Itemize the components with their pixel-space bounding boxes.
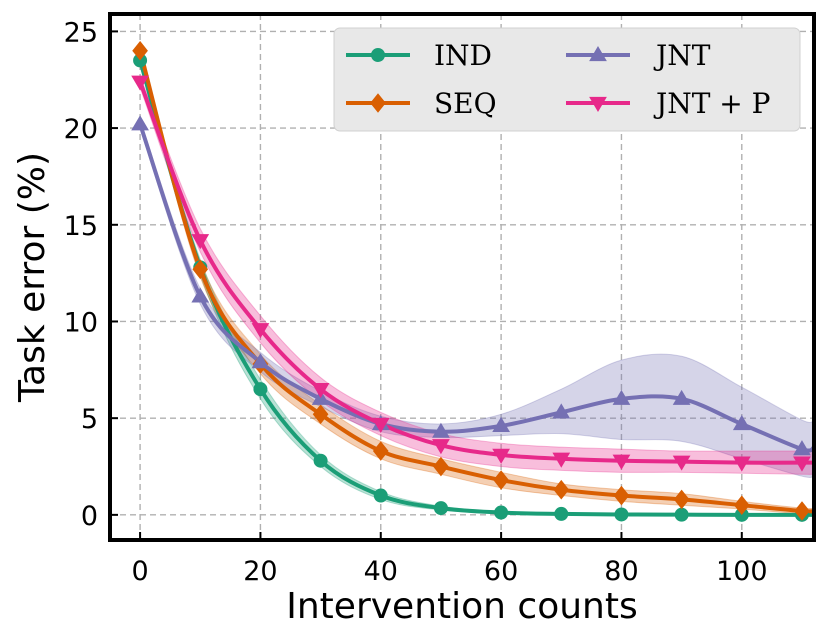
- line-seq: [138, 50, 815, 514]
- y-tick-label: 5: [81, 404, 98, 435]
- legend-marker-shape-jnt: [589, 46, 607, 62]
- legend-marker-jnt: [589, 46, 607, 62]
- legend-label-jnt: JNT: [653, 39, 711, 72]
- legend-marker-shape-ind: [371, 48, 385, 62]
- legend-marker-shape-seq: [370, 93, 386, 113]
- marker-jnt: [251, 353, 270, 369]
- marker-jnt-p: [612, 454, 631, 470]
- marker-seq: [493, 470, 509, 490]
- marker-jnt-p: [793, 456, 811, 472]
- marker-jnt-p: [492, 448, 510, 464]
- legend-label-ind: IND: [434, 39, 492, 72]
- line-ind: [138, 59, 814, 517]
- legend-marker-shape-jnt-p: [589, 96, 607, 112]
- marker-ind: [554, 506, 569, 521]
- marker-seq: [132, 40, 148, 61]
- marker-jnt-p: [131, 75, 149, 91]
- axis-ticks: 0 20 40 60 80 100 0 5 10 15 20 25: [64, 17, 768, 587]
- y-tick-label: 10: [64, 307, 98, 338]
- marker-jnt: [672, 389, 691, 405]
- marker-jnt: [552, 403, 571, 419]
- y-axis-title: Task error (%): [12, 152, 53, 403]
- marker-seq: [673, 489, 690, 510]
- marker-seq: [433, 456, 449, 477]
- x-tick-label: 40: [364, 556, 398, 587]
- x-tick-label: 0: [131, 556, 148, 587]
- legend-marker-jnt-p: [589, 96, 607, 112]
- y-tick-label: 25: [64, 17, 98, 48]
- legend-marker-seq: [370, 93, 386, 113]
- marker-jnt-p: [251, 323, 270, 339]
- y-tick-label: 20: [64, 114, 98, 145]
- marker-seq: [553, 479, 570, 500]
- marker-jnt-p: [191, 234, 210, 250]
- legend: IND SEQ JNT JNT + P: [333, 27, 801, 132]
- x-tick-label: 60: [484, 556, 518, 587]
- legend-marker-ind: [371, 48, 385, 62]
- marker-seq: [372, 441, 389, 461]
- marker-jnt-p: [672, 455, 691, 471]
- marker-jnt: [432, 422, 450, 438]
- marker-jnt: [492, 416, 510, 433]
- marker-ind: [313, 453, 328, 468]
- marker-jnt: [793, 440, 811, 456]
- marker-ind: [674, 507, 689, 522]
- legend-box: [333, 27, 801, 132]
- legend-entry-jnt: JNT: [566, 39, 711, 72]
- line-jnt-p: [138, 80, 814, 465]
- x-tick-label: 20: [243, 556, 277, 587]
- series-markers: [131, 40, 811, 522]
- marker-ind: [614, 507, 629, 522]
- marker-jnt-p: [371, 417, 390, 433]
- x-axis-title: Intervention counts: [286, 586, 638, 627]
- marker-jnt: [191, 287, 210, 303]
- marker-jnt-p: [732, 456, 751, 472]
- legend-entry-seq: SEQ: [346, 87, 497, 120]
- marker-jnt: [131, 115, 149, 131]
- legend-entry-jnt-p: JNT + P: [566, 87, 771, 120]
- marker-ind: [373, 488, 388, 503]
- marker-seq: [312, 404, 329, 425]
- marker-ind: [494, 505, 509, 520]
- marker-ind: [253, 382, 268, 397]
- marker-jnt: [732, 414, 751, 431]
- marker-jnt-p: [552, 452, 571, 468]
- y-tick-label: 0: [81, 501, 98, 532]
- y-tick-label: 15: [64, 211, 98, 242]
- plot-frame: [108, 12, 816, 542]
- marker-seq: [613, 485, 630, 506]
- marker-jnt: [612, 389, 631, 405]
- legend-entry-ind: IND: [346, 39, 492, 72]
- legend-label-jnt-p: JNT + P: [653, 87, 771, 120]
- marker-jnt-p: [311, 383, 330, 399]
- x-tick-label: 100: [716, 556, 768, 587]
- marker-seq: [733, 495, 750, 515]
- marker-ind: [433, 501, 448, 516]
- marker-seq: [192, 259, 209, 280]
- legend-label-seq: SEQ: [434, 87, 497, 120]
- marker-jnt-p: [432, 439, 450, 455]
- x-tick-label: 80: [604, 556, 638, 587]
- marker-seq: [794, 501, 810, 521]
